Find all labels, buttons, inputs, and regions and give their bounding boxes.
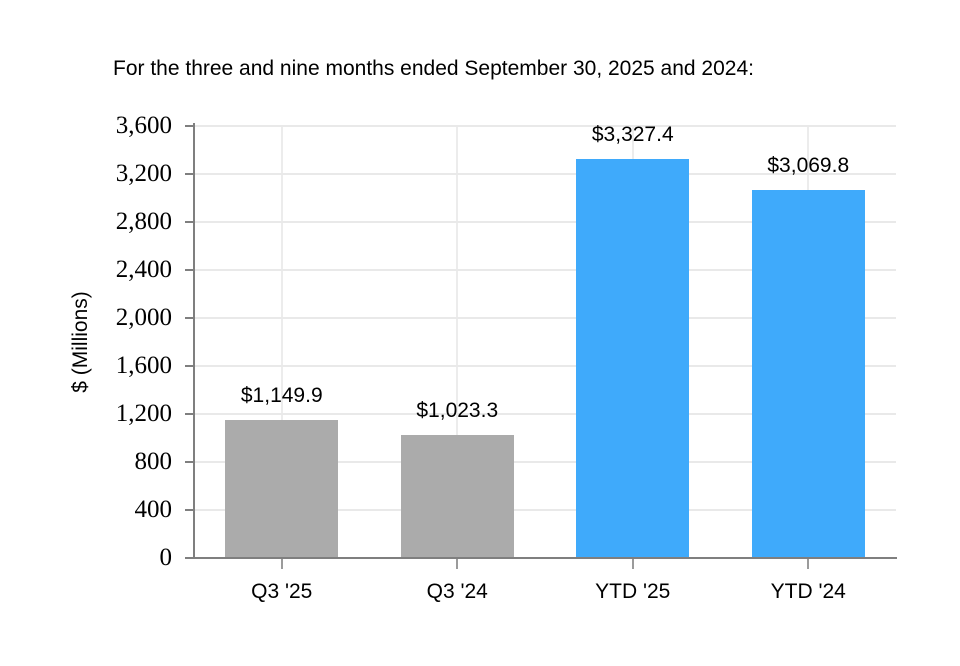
y-tick <box>185 413 194 415</box>
h-gridline <box>194 173 896 175</box>
x-category-label: YTD '24 <box>770 580 846 603</box>
x-category-label: Q3 '25 <box>251 580 313 603</box>
v-gridline <box>456 126 459 558</box>
y-tick <box>185 557 194 559</box>
y-tick-label: 2,000 <box>115 304 172 331</box>
y-tick-label: 3,200 <box>115 160 172 187</box>
y-tick-label: 1,200 <box>115 400 172 427</box>
x-tick <box>631 559 634 569</box>
bar-value-label: $1,149.9 <box>240 384 323 407</box>
y-tick-label: 3,600 <box>115 112 172 139</box>
y-tick <box>185 269 194 271</box>
x-category-label: YTD '25 <box>595 580 671 603</box>
y-tick <box>185 317 194 319</box>
x-category-label: Q3 '24 <box>426 580 488 603</box>
y-tick <box>185 509 194 511</box>
bar-value-label: $1,023.3 <box>416 399 499 423</box>
y-tick-label: 2,400 <box>115 256 172 283</box>
h-gridline <box>194 413 896 415</box>
x-axis-line <box>190 557 897 559</box>
h-gridline <box>194 461 896 463</box>
chart-title: For the three and nine months ended Sept… <box>113 57 754 80</box>
x-tick <box>280 559 283 569</box>
x-tick <box>456 559 459 569</box>
bar <box>576 158 690 558</box>
bar-value-label: $3,327.4 <box>591 122 674 146</box>
h-gridline <box>194 221 896 223</box>
bar <box>225 420 339 558</box>
y-tick-label: 2,800 <box>115 208 172 235</box>
h-gridline <box>194 509 896 511</box>
y-tick <box>185 461 194 463</box>
bar-value-label: $3,069.8 <box>767 153 850 177</box>
y-tick-label: 0 <box>159 544 173 571</box>
bar <box>400 435 514 558</box>
y-tick <box>185 221 194 223</box>
h-gridline <box>194 269 896 271</box>
h-gridline <box>194 317 896 319</box>
y-tick <box>185 365 194 367</box>
y-tick-label: 800 <box>134 448 173 475</box>
bar <box>751 189 865 558</box>
y-axis-line <box>193 123 195 559</box>
plot-area <box>194 125 896 558</box>
h-gridline <box>194 365 896 367</box>
x-tick <box>807 559 810 569</box>
y-tick-label: 1,600 <box>115 352 172 379</box>
y-tick-label: 400 <box>134 496 173 523</box>
h-gridline <box>194 125 896 127</box>
v-gridline <box>280 126 283 558</box>
y-tick <box>185 125 194 127</box>
y-tick <box>185 173 194 175</box>
